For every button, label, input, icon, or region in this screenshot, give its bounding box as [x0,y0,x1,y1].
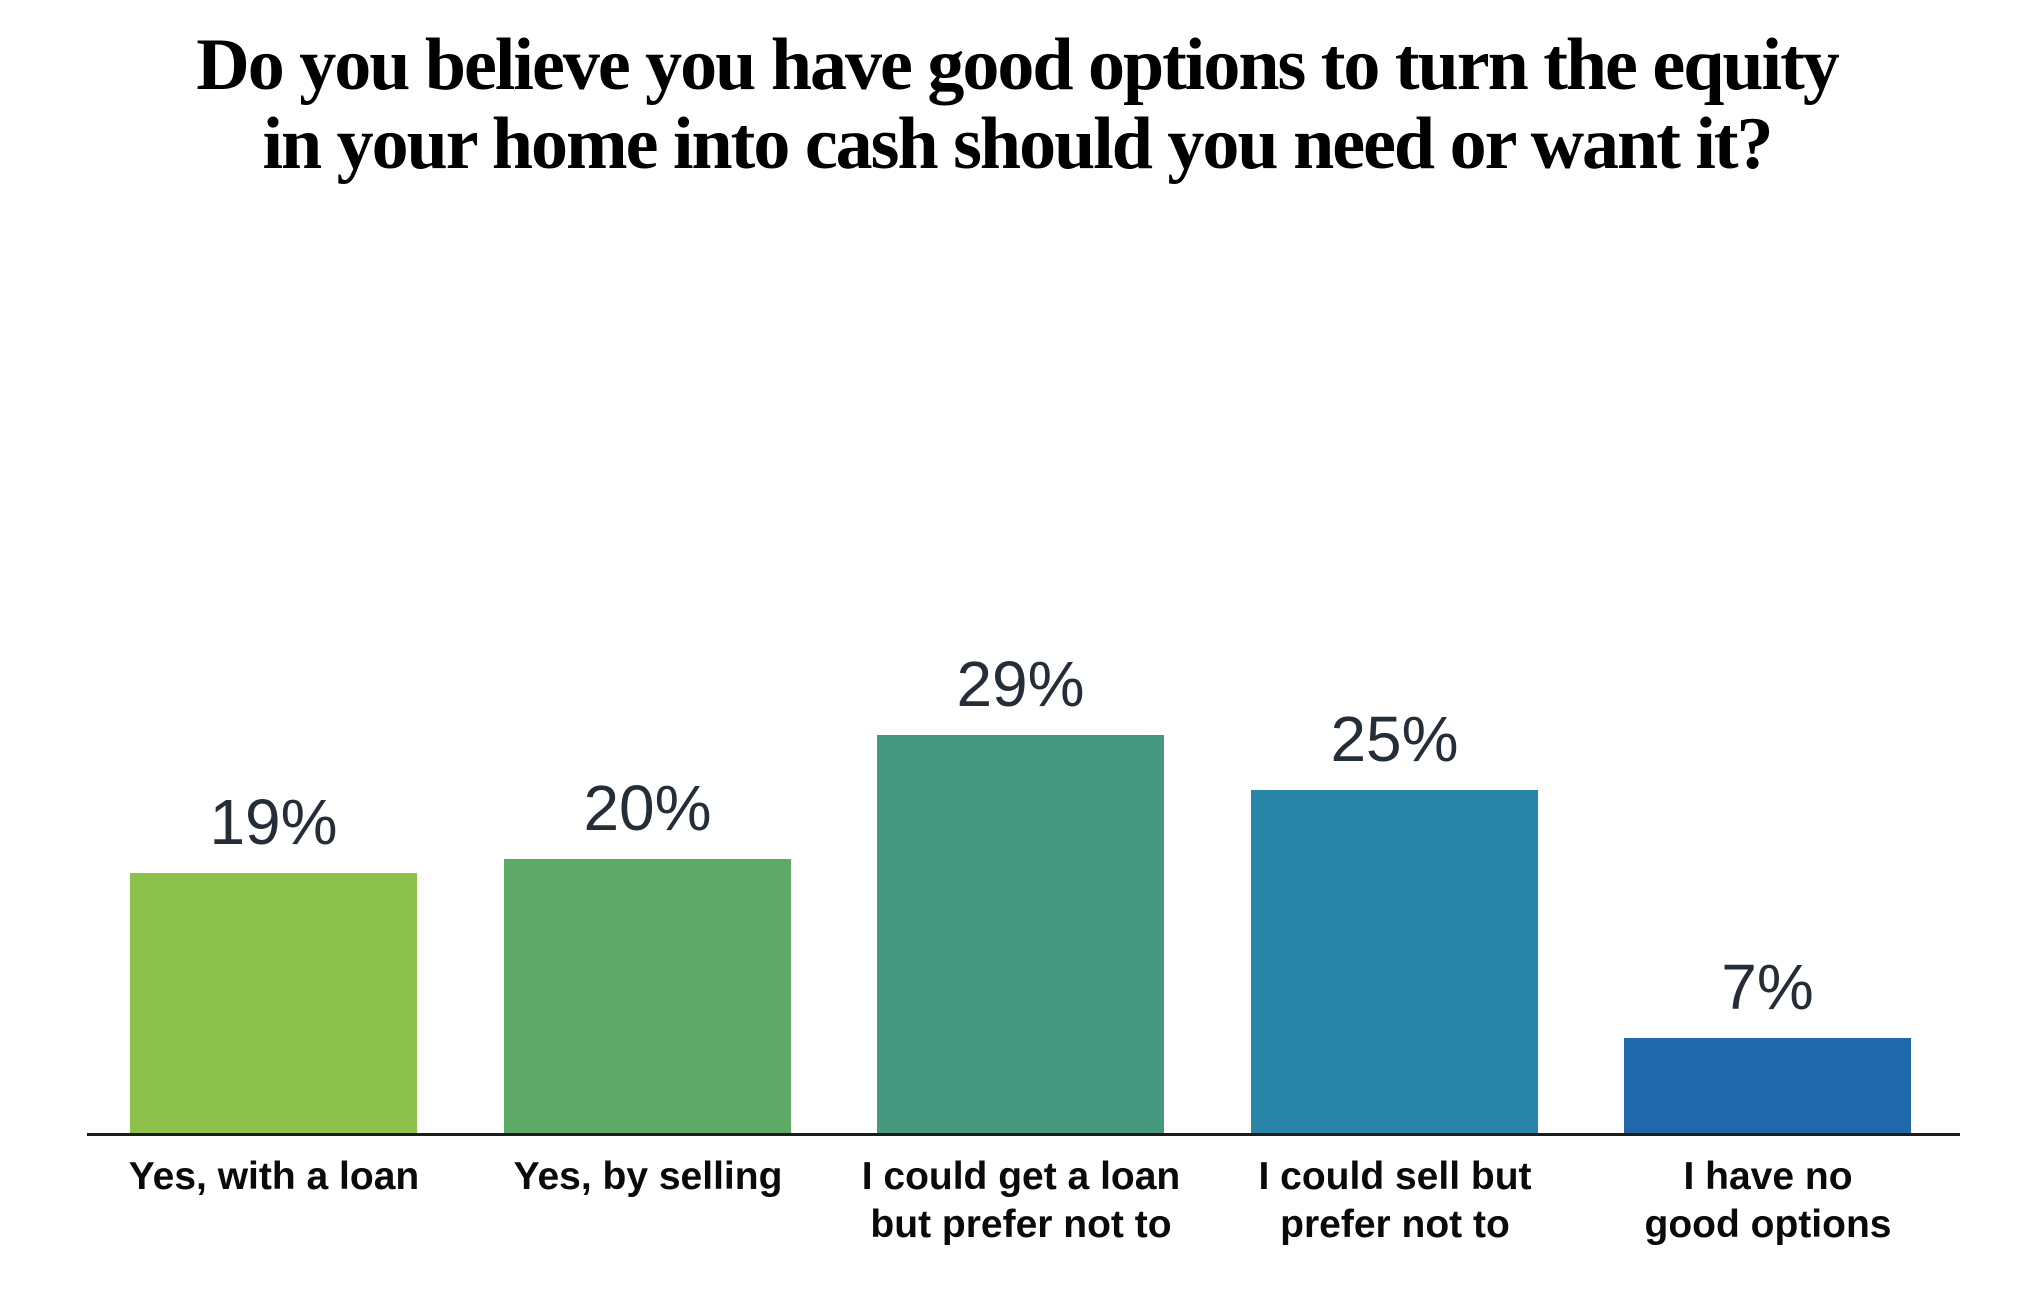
bar-value-label: 7% [1721,951,1814,1023]
category-label: I have no good options [1644,1155,1892,1247]
category-label: I could get a loan but prefer not to [861,1155,1181,1247]
bar-value-label: 19% [209,786,338,858]
bar [130,873,417,1135]
bar [1251,790,1538,1135]
bar [1624,1038,1911,1135]
bar-value-label: 29% [956,648,1085,720]
bar-value-label: 20% [583,772,712,844]
bar-value-label: 25% [1330,703,1459,775]
category-label: I could sell but prefer not to [1258,1155,1532,1247]
x-axis-line [87,1133,1960,1136]
category-label: Yes, by selling [513,1155,783,1198]
bar [877,735,1164,1135]
category-label: Yes, with a loan [128,1155,420,1198]
chart-title: Do you believe you have good options to … [196,24,1839,186]
bar [504,859,791,1135]
